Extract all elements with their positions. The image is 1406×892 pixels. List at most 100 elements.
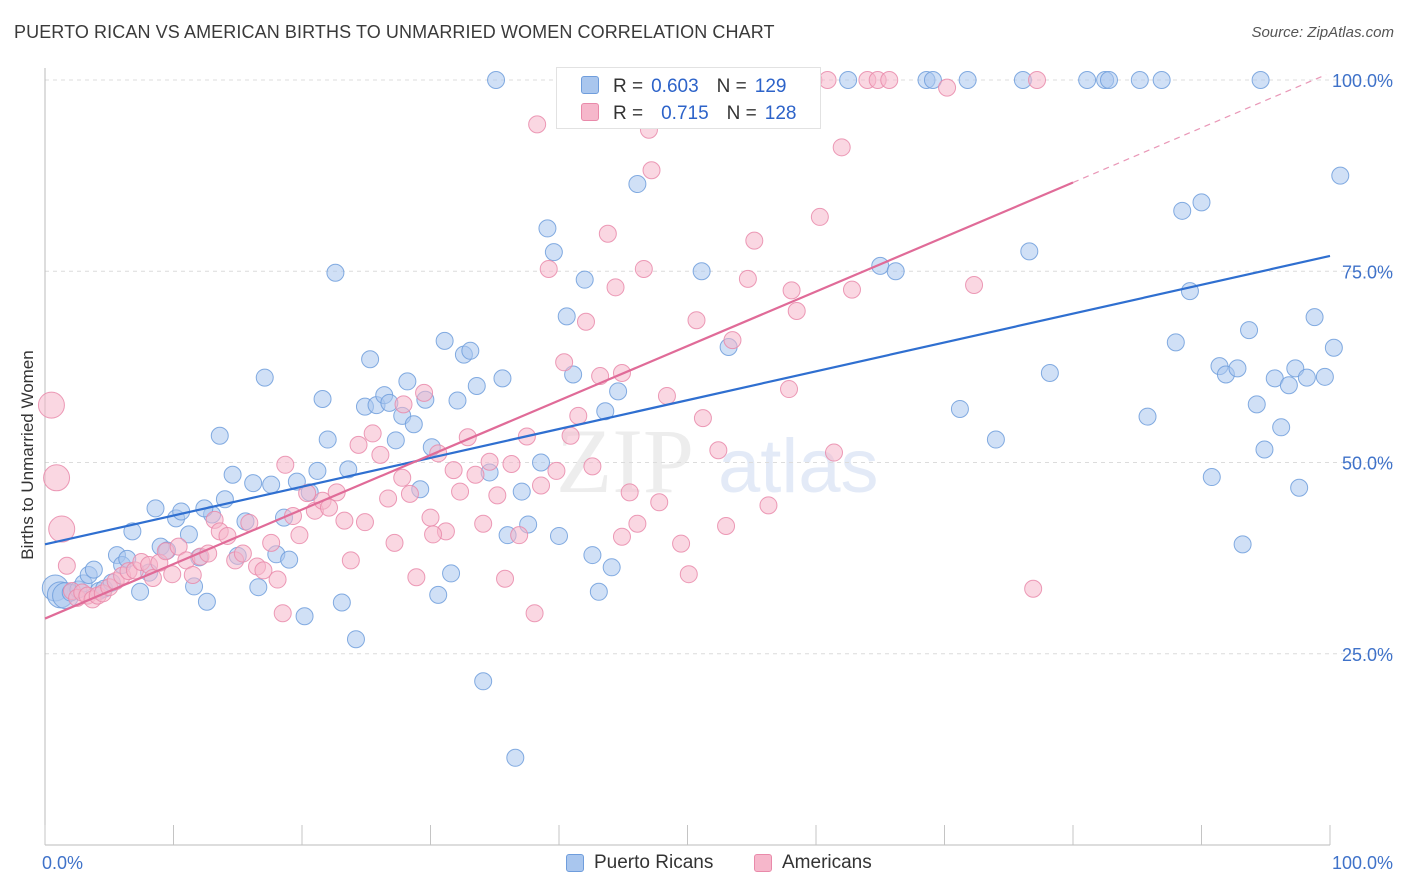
puerto-rican-point xyxy=(1251,71,1270,89)
puerto-rican-point xyxy=(1233,535,1252,554)
puerto-rican-point xyxy=(197,592,216,611)
american-point xyxy=(424,525,443,544)
puerto-rican-point xyxy=(404,415,423,434)
american-point xyxy=(965,276,984,295)
american-point xyxy=(532,476,551,495)
puerto-rican-point xyxy=(146,499,165,518)
american-point xyxy=(561,426,580,445)
legend-item-puerto-ricans[interactable]: Puerto Ricans xyxy=(566,852,713,874)
puerto-rican-point xyxy=(1228,359,1247,378)
american-point xyxy=(525,604,544,623)
american-point xyxy=(480,452,499,471)
chart-title: PUERTO RICAN VS AMERICAN BIRTHS TO UNMAR… xyxy=(14,22,775,42)
american-point xyxy=(335,511,354,530)
puerto-rican-point xyxy=(628,175,647,194)
puerto-rican-point xyxy=(1078,71,1097,89)
american-point xyxy=(290,526,309,545)
legend-swatch-blue xyxy=(581,76,599,94)
puerto-rican-point xyxy=(1297,368,1316,387)
puerto-rican-point xyxy=(280,550,299,569)
american-point xyxy=(547,461,566,480)
puerto-rican-point xyxy=(1331,166,1350,185)
trend-lines xyxy=(44,74,1331,620)
legend-label: Puerto Ricans xyxy=(594,852,714,873)
puerto-rican-point xyxy=(602,558,621,577)
puerto-rican-point xyxy=(550,526,568,545)
american-point xyxy=(407,568,426,587)
y-tick-label: 75.0% xyxy=(1342,262,1393,282)
american-point xyxy=(657,386,676,405)
puerto-rican-point xyxy=(532,453,551,472)
puerto-rican-point xyxy=(1247,395,1266,414)
american-point xyxy=(444,461,463,480)
puerto-rican-point xyxy=(986,430,1005,449)
american-point xyxy=(1024,579,1043,598)
american-point xyxy=(672,534,691,553)
puerto-rican-point xyxy=(589,582,608,601)
american-point xyxy=(583,457,602,476)
puerto-rican-point xyxy=(596,402,615,421)
puerto-rican-point xyxy=(1324,338,1343,357)
puerto-rican-point xyxy=(179,525,198,544)
american-point xyxy=(818,71,837,89)
american-point xyxy=(355,513,374,532)
american-point xyxy=(650,493,669,512)
puerto-rican-point xyxy=(1040,363,1059,382)
puerto-rican-point xyxy=(1166,333,1185,352)
puerto-rican-point xyxy=(583,546,602,565)
american-point xyxy=(421,508,440,527)
puerto-rican-point xyxy=(1152,71,1171,89)
legend-row-puerto-ricans: R = 0.603 N = 129 xyxy=(581,76,786,98)
american-point xyxy=(738,269,757,288)
y-axis-label: Births to Unmarried Women xyxy=(18,350,37,559)
puerto-rican-point xyxy=(461,341,480,360)
puerto-rican-point xyxy=(575,270,594,289)
puerto-rican-point xyxy=(448,391,467,410)
y-tick-label: 50.0% xyxy=(1342,454,1393,474)
puerto-rican-point xyxy=(313,390,332,409)
puerto-rican-point xyxy=(1305,308,1324,327)
puerto-rican-point xyxy=(346,630,365,649)
american-point xyxy=(938,78,957,97)
american-point xyxy=(268,570,287,589)
puerto-rican-point xyxy=(255,368,274,387)
puerto-rican-point xyxy=(692,262,711,281)
puerto-rican-point xyxy=(1173,201,1192,220)
american-point xyxy=(709,441,728,460)
american-point xyxy=(262,533,281,552)
puerto-rican-point xyxy=(958,71,977,89)
american-point xyxy=(43,464,71,492)
puerto-ricans-points xyxy=(41,71,1350,767)
puerto-rican-point xyxy=(1255,440,1274,459)
puerto-rican-point xyxy=(923,71,942,89)
puerto-rican-point xyxy=(1020,242,1039,261)
american-point xyxy=(824,443,843,462)
american-point xyxy=(385,533,404,552)
puerto-rican-point xyxy=(435,331,454,350)
puerto-rican-point xyxy=(1240,321,1259,340)
puerto-rican-point xyxy=(609,382,628,401)
american-point xyxy=(612,527,631,546)
american-point xyxy=(254,561,273,580)
puerto-rican-point xyxy=(361,350,380,369)
puerto-rican-point xyxy=(1272,418,1291,437)
puerto-rican-point xyxy=(326,263,345,282)
american-point xyxy=(169,537,188,556)
puerto-rican-point xyxy=(223,465,242,484)
americans-trend-line xyxy=(44,181,1074,620)
legend-label: Americans xyxy=(782,852,872,873)
american-point xyxy=(488,486,507,505)
american-point xyxy=(37,391,65,419)
puerto-rican-point xyxy=(839,71,858,89)
series-legend: Puerto Ricans Americans xyxy=(0,852,1406,878)
american-point xyxy=(693,409,712,428)
american-point xyxy=(183,565,202,584)
x-tick-label: 100.0% xyxy=(1332,853,1393,873)
american-point xyxy=(349,435,368,454)
american-point xyxy=(687,311,706,330)
legend-item-americans[interactable]: Americans xyxy=(754,852,872,874)
puerto-rican-point xyxy=(123,522,142,541)
american-point xyxy=(717,516,736,535)
american-point xyxy=(787,302,806,321)
puerto-rican-point xyxy=(512,482,531,501)
